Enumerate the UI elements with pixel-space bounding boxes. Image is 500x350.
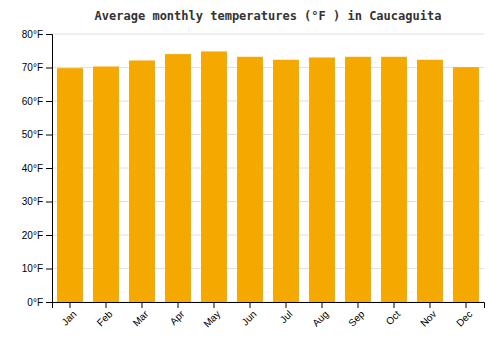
x-tick-mark	[178, 302, 179, 308]
bar	[273, 60, 299, 302]
plot: 0°F 10°F 20°F 30°F 40°F 50°F 60°F 70°F 80°F Jan Fe…	[22, 29, 485, 330]
y-tick-label: 70°F	[22, 62, 43, 73]
y-tick-label: 10°F	[22, 263, 43, 274]
y-tick-mark	[46, 235, 52, 236]
y-tick-label: 30°F	[22, 196, 43, 207]
y-tick-label: 0°F	[27, 297, 43, 308]
y-tick-mark	[46, 101, 52, 102]
y-tick: 40°F	[22, 163, 52, 174]
x-tick-label: Jan	[59, 308, 78, 327]
y-tick: 20°F	[22, 230, 52, 241]
bar	[417, 60, 443, 302]
x-tick-label: May	[201, 308, 222, 329]
y-tick: 0°F	[27, 297, 52, 308]
grid	[52, 34, 484, 302]
x-tick-mark	[286, 302, 287, 308]
bar	[201, 51, 227, 302]
x-tick-label: Mar	[131, 308, 151, 328]
x-tick-label: Apr	[168, 308, 187, 327]
x-tick-mark	[358, 302, 359, 308]
y-tick-mark	[46, 34, 52, 35]
y-axis-line	[46, 35, 53, 303]
bar	[57, 68, 83, 302]
x-tick: Apr	[168, 302, 187, 327]
x-tick-label: Dec	[454, 308, 474, 328]
y-tick-mark	[46, 302, 52, 303]
x-tick-mark	[430, 302, 431, 308]
x-tick: Aug	[310, 302, 330, 329]
x-tick-mark	[322, 302, 323, 308]
y-tick-label: 40°F	[22, 163, 43, 174]
chart: 0°F 10°F 20°F 30°F 40°F 50°F 60°F 70°F 80°F Jan Fe…	[0, 0, 500, 350]
x-tick-mark	[142, 302, 143, 308]
x-tick-mark	[466, 302, 467, 308]
x-tick-label: Feb	[95, 308, 115, 328]
x-tick: Mar	[131, 302, 151, 328]
x-tick: Feb	[95, 302, 115, 328]
x-tick-label: Oct	[384, 308, 403, 327]
y-tick-label: 50°F	[22, 129, 43, 140]
x-tick: Jun	[239, 302, 258, 328]
x-tick: Jul	[278, 302, 295, 325]
x-tick-label: Jun	[239, 308, 258, 327]
x-tick-label: Aug	[310, 308, 330, 328]
y-tick: 80°F	[22, 29, 52, 40]
x-axis: Jan Feb Mar Apr May Jun Jul Aug Sep Oct Nov Dec	[53, 302, 485, 330]
y-tick: 30°F	[22, 196, 52, 207]
x-tick: Jan	[59, 302, 78, 328]
y-tick-label: 80°F	[22, 29, 43, 40]
x-tick: May	[201, 302, 222, 330]
title: Average monthly temperatures (°F ) in Ca…	[95, 9, 442, 23]
y-tick: 70°F	[22, 62, 52, 73]
bar	[345, 57, 371, 302]
bar	[93, 66, 119, 302]
x-axis-line	[53, 303, 485, 309]
x-tick: Nov	[418, 302, 438, 329]
x-tick-mark	[250, 302, 251, 308]
y-tick-label: 60°F	[22, 96, 43, 107]
grid-line	[52, 34, 484, 35]
bar	[309, 57, 335, 302]
x-tick-label: Nov	[418, 308, 438, 328]
y-tick-label: 20°F	[22, 230, 43, 241]
bar	[237, 57, 263, 302]
y-tick-mark	[46, 168, 52, 169]
y-tick: 60°F	[22, 96, 52, 107]
y-tick-mark	[46, 68, 52, 69]
x-tick-mark	[70, 302, 71, 308]
x-tick-label: Jul	[278, 308, 295, 325]
bars	[57, 51, 479, 302]
bar	[165, 54, 191, 302]
bar	[129, 60, 155, 302]
x-tick-label: Sep	[346, 308, 367, 329]
bar	[453, 67, 479, 302]
y-tick: 50°F	[22, 129, 52, 140]
bar	[381, 57, 407, 302]
x-tick: Oct	[384, 302, 403, 327]
y-axis: 0°F 10°F 20°F 30°F 40°F 50°F 60°F 70°F 80°F	[22, 29, 53, 308]
y-tick-mark	[46, 202, 52, 203]
x-tick: Dec	[454, 302, 474, 329]
y-tick: 10°F	[22, 263, 52, 274]
x-tick-mark	[106, 302, 107, 308]
x-tick-mark	[214, 302, 215, 308]
y-tick-mark	[46, 135, 52, 136]
x-tick-mark	[394, 302, 395, 308]
y-tick-mark	[46, 269, 52, 270]
x-tick: Sep	[346, 302, 367, 329]
